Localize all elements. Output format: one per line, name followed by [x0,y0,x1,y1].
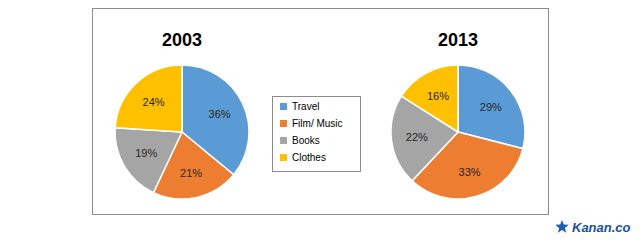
legend-label: Film/ Music [292,118,343,129]
data-label: 33% [459,166,481,178]
watermark: Kanan.co [555,220,630,235]
frame [93,9,549,215]
pie-title: 2003 [162,30,202,50]
data-label: 16% [427,90,449,102]
legend-box [273,97,361,172]
legend-swatch [280,120,287,127]
pie-slice [115,65,182,132]
legend-label: Clothes [292,152,326,163]
pie-slice [401,65,458,132]
data-label: 21% [180,167,202,179]
data-label: 29% [480,101,502,113]
annotation: Kanan.co [572,220,631,235]
legend-swatch [280,137,287,144]
legend-swatch [280,154,287,161]
data-label: 22% [406,131,428,143]
data-label: 36% [209,108,231,120]
pie [391,65,525,199]
logo-icon [555,220,568,233]
legend: Travel Film/ Music Books Clothes [273,97,361,172]
chart: 2003 36% 21% 19% 24% 2013 29% 33% 22% 16% Travel Fi… [0,0,640,240]
legend-label: Travel [292,101,319,112]
legend-label: Books [292,135,320,146]
pie-title: 2013 [438,30,478,50]
data-label: 19% [135,147,157,159]
data-label: 24% [143,96,165,108]
pie [115,65,249,199]
pie-slice [115,128,182,193]
legend-swatch [280,103,287,110]
